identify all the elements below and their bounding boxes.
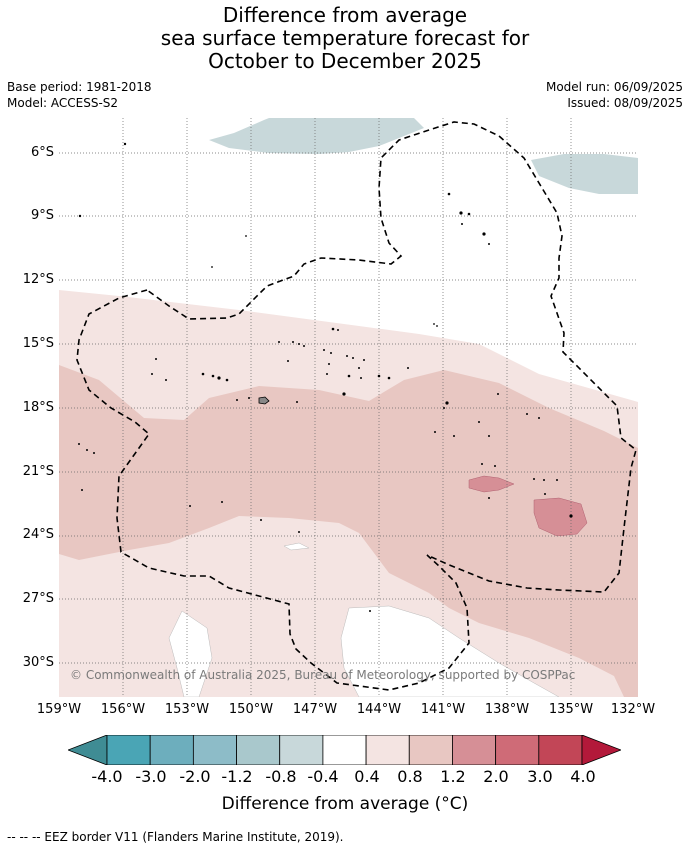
colorbar-swatch: [365, 735, 410, 765]
colorbar-swatch: [236, 735, 281, 765]
lon-tick-150w: 150°W: [228, 702, 274, 717]
chart-title: Difference from average sea surface temp…: [0, 4, 690, 73]
anomaly-spot-1: [468, 475, 515, 493]
eez-border: [76, 121, 637, 691]
lat-tick-15s: 15°S: [22, 336, 54, 351]
cb-tick-0-4: 0.4: [354, 767, 380, 786]
lon-tick-141w: 141°W: [420, 702, 466, 717]
cb-tick-1-2: 1.2: [440, 767, 466, 786]
anomaly-spot-2: [533, 497, 588, 537]
lon-tick-156w: 156°W: [100, 702, 146, 717]
title-line-3: October to December 2025: [208, 49, 482, 73]
lon-tick-135w: 135°W: [548, 702, 594, 717]
lon-tick-138w: 138°W: [484, 702, 530, 717]
cb-tick-neg3: -3.0: [135, 767, 167, 786]
colorbar-swatch: [495, 735, 540, 765]
anomaly-pocket-1: [168, 610, 213, 697]
meta-right: Model run: 06/09/2025 Issued: 08/09/2025: [546, 79, 683, 111]
colorbar-swatch: [408, 735, 453, 765]
lat-tick-30s: 30°S: [22, 655, 54, 670]
lat-tick-6s: 6°S: [30, 145, 54, 160]
sst-anomaly-map: [59, 118, 638, 697]
lon-tick-159w: 159°W: [36, 702, 82, 717]
colorbar-label: Difference from average (°C): [221, 794, 469, 814]
lat-tick-24s: 24°S: [22, 527, 54, 542]
colorbar-swatch: [322, 735, 367, 765]
meta-left: Base period: 1981-2018 Model: ACCESS-S2: [7, 79, 152, 111]
lat-tick-18s: 18°S: [22, 400, 54, 415]
colorbar-swatch: [452, 735, 497, 765]
cb-tick-4-0: 4.0: [570, 767, 596, 786]
eez-legend-footer: -- -- -- EEZ border V11 (Flanders Marine…: [7, 830, 344, 844]
lat-tick-12s: 12°S: [22, 272, 54, 287]
lat-tick-27s: 27°S: [22, 591, 54, 606]
colorbar-swatch: [279, 735, 324, 765]
copyright-notice: © Commonwealth of Australia 2025, Bureau…: [70, 668, 576, 682]
lon-tick-147w: 147°W: [292, 702, 338, 717]
colorbar-swatch: [106, 735, 151, 765]
model-run: Model run: 06/09/2025: [545, 80, 683, 94]
lon-tick-144w: 144°W: [356, 702, 402, 717]
map-gridlines: [59, 118, 638, 697]
anomaly-pocket-2: [340, 605, 560, 697]
issued-date: Issued: 08/09/2025: [567, 96, 683, 110]
lon-tick-132w: 132°W: [610, 702, 656, 717]
title-line-2: sea surface temperature forecast for: [160, 26, 530, 50]
cb-tick-neg2: -2.0: [179, 767, 211, 786]
lat-tick-21s: 21°S: [22, 464, 54, 479]
islands: [78, 142, 573, 612]
colorbar-swatch: [149, 735, 194, 765]
colorbar-swatch: [538, 735, 583, 765]
model-name: Model: ACCESS-S2: [7, 96, 119, 110]
colorbar-swatch: [192, 735, 237, 765]
colorbar: [68, 735, 621, 765]
anomaly-region-0.8-1.2: [59, 365, 638, 697]
cb-tick-2-0: 2.0: [483, 767, 509, 786]
cb-tick-neg0-4: -0.4: [307, 767, 339, 786]
title-line-1: Difference from average: [222, 3, 468, 27]
base-period: Base period: 1981-2018: [7, 80, 152, 94]
cb-tick-0-8: 0.8: [397, 767, 423, 786]
cb-tick-neg1-2: -1.2: [221, 767, 253, 786]
anomaly-cool-region-1: [209, 118, 424, 154]
cb-tick-neg0-8: -0.8: [265, 767, 297, 786]
cb-tick-3-0: 3.0: [527, 767, 553, 786]
anomaly-pocket-3: [283, 542, 310, 551]
anomaly-cool-region-2: [531, 154, 638, 194]
colorbar-cap-low: [68, 735, 108, 765]
island-large: [258, 396, 270, 405]
cb-tick-neg4: -4.0: [91, 767, 123, 786]
lat-tick-9s: 9°S: [30, 208, 54, 223]
colorbar-cap-high: [581, 735, 621, 765]
lon-tick-153w: 153°W: [164, 702, 210, 717]
